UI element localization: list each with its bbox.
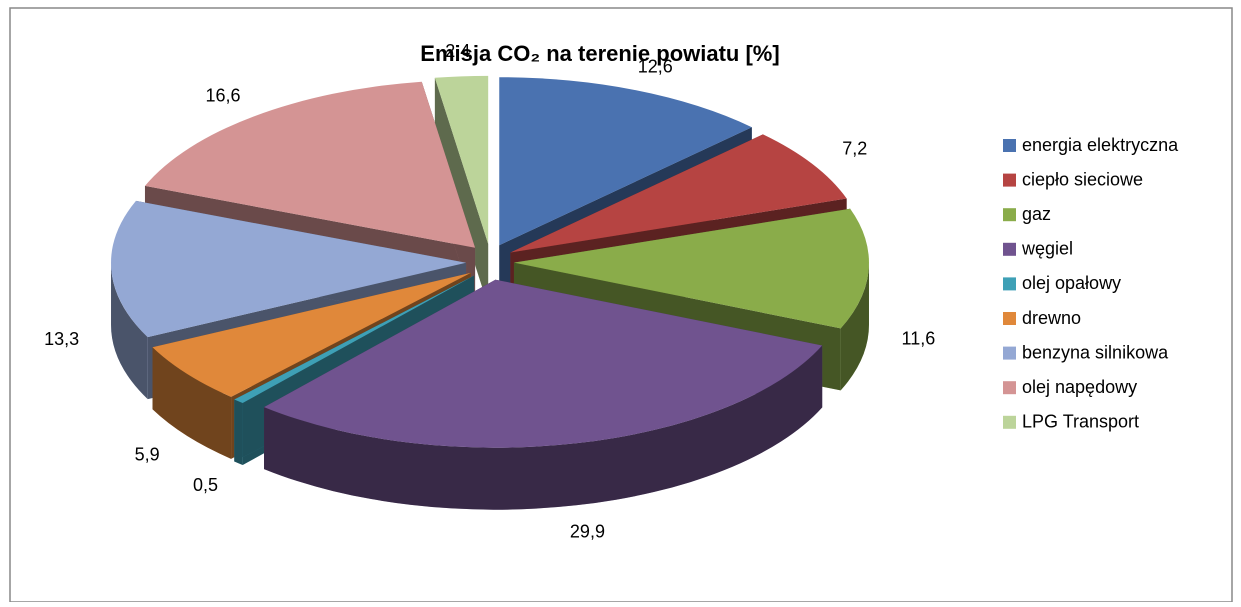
data-label: 7,2 <box>842 138 867 158</box>
legend-label: olej opałowy <box>1022 273 1121 293</box>
legend-swatch <box>1003 277 1016 291</box>
legend-swatch <box>1003 173 1016 187</box>
legend-swatch <box>1003 381 1016 395</box>
slice-side-shade <box>234 399 243 465</box>
legend-label: drewno <box>1022 308 1081 328</box>
slice <box>111 200 467 338</box>
data-label: 29,9 <box>570 522 605 542</box>
slice <box>499 77 752 246</box>
chart-title: Emisja CO₂ na terenie powiatu [%] <box>420 41 779 66</box>
legend-swatch <box>1003 208 1016 222</box>
legend-swatch <box>1003 139 1016 152</box>
legend-swatch <box>1003 242 1016 256</box>
slice <box>144 81 476 248</box>
legend-label: energia elektryczna <box>1022 135 1179 155</box>
slice-side-shade <box>111 262 148 400</box>
legend-label: benzyna silnikowa <box>1022 342 1169 362</box>
slice <box>434 75 489 244</box>
slice-side-shade <box>152 347 232 459</box>
legend-swatch <box>1003 346 1016 360</box>
legend-swatch <box>1003 415 1016 429</box>
legend-label: LPG Transport <box>1022 412 1139 432</box>
legend-label: olej napędowy <box>1022 377 1137 397</box>
data-label: 2,4 <box>445 41 470 61</box>
legend-swatch <box>1003 312 1016 325</box>
slice <box>510 134 847 253</box>
data-label: 0,5 <box>193 475 218 495</box>
slice <box>513 208 869 329</box>
data-label: 5,9 <box>135 445 160 465</box>
slice <box>264 279 823 448</box>
legend-label: węgiel <box>1021 239 1073 259</box>
legend-label: ciepło sieciowe <box>1022 169 1143 189</box>
slice <box>234 275 475 403</box>
data-label: 11,6 <box>902 329 936 349</box>
data-label: 13,3 <box>44 329 79 349</box>
data-label: 16,6 <box>205 85 240 105</box>
slice-side-shade <box>264 345 823 510</box>
slice-side-shade <box>840 262 869 391</box>
slice <box>152 272 471 397</box>
legend-label: gaz <box>1022 204 1051 224</box>
data-label: 12,6 <box>638 56 673 76</box>
